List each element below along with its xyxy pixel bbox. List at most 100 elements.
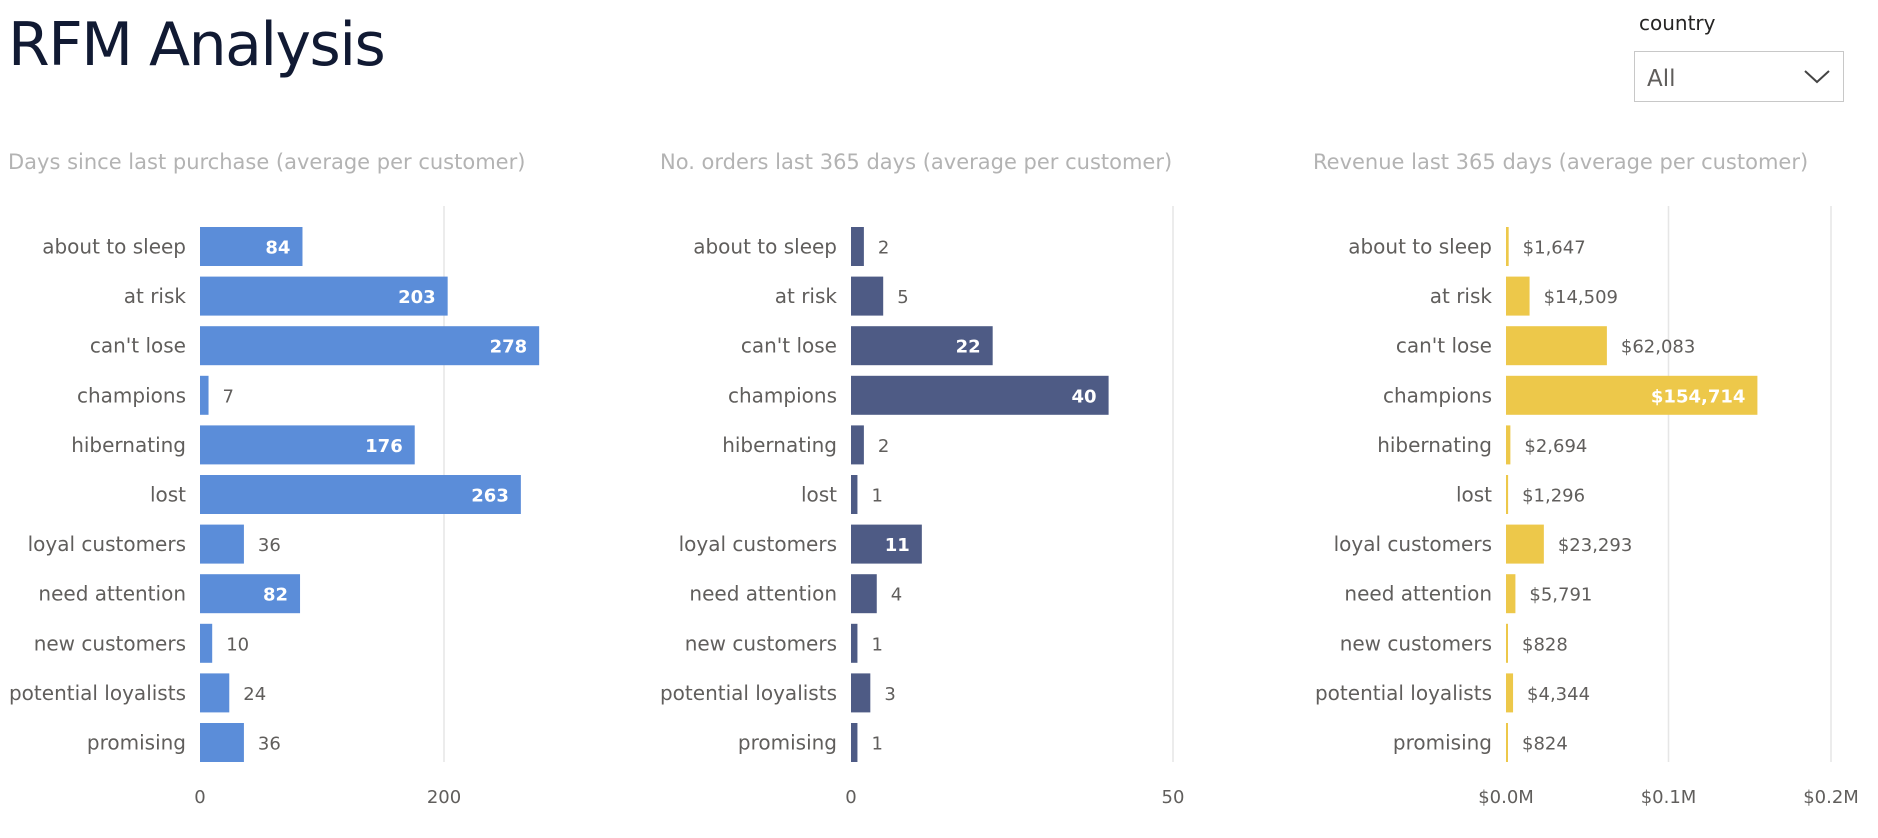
category-label: potential loyalists <box>660 681 837 705</box>
data-label: $14,509 <box>1544 287 1618 308</box>
category-label: loyal customers <box>679 532 837 556</box>
bar[interactable] <box>851 326 993 366</box>
bar[interactable] <box>1506 524 1544 564</box>
data-label: 7 <box>223 386 234 407</box>
bar[interactable] <box>200 623 213 663</box>
data-label: 40 <box>1072 386 1097 407</box>
category-label: potential loyalists <box>9 681 186 705</box>
category-label: potential loyalists <box>1315 681 1492 705</box>
bar[interactable] <box>200 574 301 614</box>
category-label: can't lose <box>1396 334 1492 358</box>
category-label: can't lose <box>90 334 186 358</box>
data-label: 263 <box>471 486 509 507</box>
data-label: 176 <box>365 436 403 457</box>
bar[interactable] <box>851 475 858 514</box>
data-label: 11 <box>885 535 910 556</box>
bar[interactable] <box>200 475 521 514</box>
data-label: $5,791 <box>1529 585 1592 606</box>
tick-label: $0.2M <box>1803 787 1859 808</box>
data-label: $154,714 <box>1651 386 1746 407</box>
bar[interactable] <box>200 673 230 713</box>
bar[interactable] <box>851 227 864 266</box>
category-label: need attention <box>1344 582 1492 606</box>
bar[interactable] <box>1506 475 1509 514</box>
page-title: RFM Analysis <box>8 10 386 80</box>
category-label: champions <box>77 383 186 407</box>
category-label: promising <box>738 731 837 755</box>
tick-label: $0.1M <box>1641 787 1697 808</box>
bar[interactable] <box>1506 673 1514 713</box>
bar[interactable] <box>200 723 244 762</box>
data-label: 36 <box>258 734 281 755</box>
bar[interactable] <box>851 524 922 564</box>
category-label: lost <box>150 483 186 507</box>
category-label: about to sleep <box>42 235 186 259</box>
bar[interactable] <box>1506 425 1511 465</box>
bar[interactable] <box>1506 326 1607 366</box>
category-label: hibernating <box>71 433 186 457</box>
category-label: lost <box>1456 483 1492 507</box>
chart-title: No. orders last 365 days (average per cu… <box>660 150 1173 174</box>
bar[interactable] <box>851 574 877 614</box>
category-label: new customers <box>34 631 186 655</box>
category-label: at risk <box>124 284 187 308</box>
category-label: loyal customers <box>28 532 186 556</box>
bar[interactable] <box>1506 276 1530 316</box>
revenue-plot: about to sleep $1,647 at risk $14,509 can't … <box>1315 206 1859 808</box>
chevron-down-icon <box>1804 69 1830 83</box>
tick-label: 50 <box>1162 787 1185 808</box>
chart-title: Revenue last 365 days (average per custo… <box>1313 150 1809 174</box>
tick-label: $0.0M <box>1478 787 1534 808</box>
slicer-label: country <box>1639 11 1716 35</box>
bar[interactable] <box>851 673 871 713</box>
category-label: champions <box>728 383 837 407</box>
orders-plot: about to sleep 2 at risk 5 can't lose 22 champ… <box>660 206 1185 808</box>
bar[interactable] <box>851 723 858 762</box>
category-label: about to sleep <box>1348 235 1492 259</box>
revenue-chart: Revenue last 365 days (average per custo… <box>1313 150 1873 838</box>
data-label: 2 <box>878 238 889 259</box>
category-label: champions <box>1383 383 1492 407</box>
bar[interactable] <box>1506 574 1516 614</box>
bar[interactable] <box>200 276 448 316</box>
data-label: $4,344 <box>1527 684 1590 705</box>
data-label: 1 <box>871 634 882 655</box>
category-label: new customers <box>1340 631 1492 655</box>
data-label: $828 <box>1522 634 1568 655</box>
data-label: 203 <box>398 287 436 308</box>
data-label: 82 <box>263 585 288 606</box>
bar[interactable] <box>851 276 884 316</box>
category-label: at risk <box>775 284 838 308</box>
data-label: 4 <box>891 585 902 606</box>
bar[interactable] <box>851 425 864 465</box>
data-label: 24 <box>243 684 266 705</box>
bar[interactable] <box>200 326 540 366</box>
bar[interactable] <box>851 375 1109 415</box>
category-label: promising <box>1393 731 1492 755</box>
data-label: 10 <box>226 634 249 655</box>
bar[interactable] <box>1506 227 1509 266</box>
slicer-selected-value: All <box>1647 65 1676 92</box>
bar[interactable] <box>1506 375 1758 415</box>
category-label: hibernating <box>1377 433 1492 457</box>
bar[interactable] <box>200 425 415 465</box>
data-label: $1,647 <box>1523 238 1586 259</box>
country-slicer: country All <box>1634 10 1844 102</box>
bar[interactable] <box>1506 623 1508 663</box>
days-since-purchase-chart: Days since last purchase (average per cu… <box>8 150 648 838</box>
bar[interactable] <box>1506 723 1508 762</box>
bar[interactable] <box>851 623 858 663</box>
category-label: about to sleep <box>693 235 837 259</box>
country-dropdown[interactable]: All <box>1634 51 1844 102</box>
data-label: 36 <box>258 535 281 556</box>
bar[interactable] <box>200 524 244 564</box>
bar[interactable] <box>200 375 209 415</box>
category-label: lost <box>801 483 837 507</box>
category-label: need attention <box>38 582 186 606</box>
category-label: loyal customers <box>1334 532 1492 556</box>
category-label: need attention <box>689 582 837 606</box>
tick-label: 0 <box>845 787 856 808</box>
category-label: at risk <box>1430 284 1493 308</box>
bar[interactable] <box>200 227 303 266</box>
data-label: $1,296 <box>1522 486 1585 507</box>
